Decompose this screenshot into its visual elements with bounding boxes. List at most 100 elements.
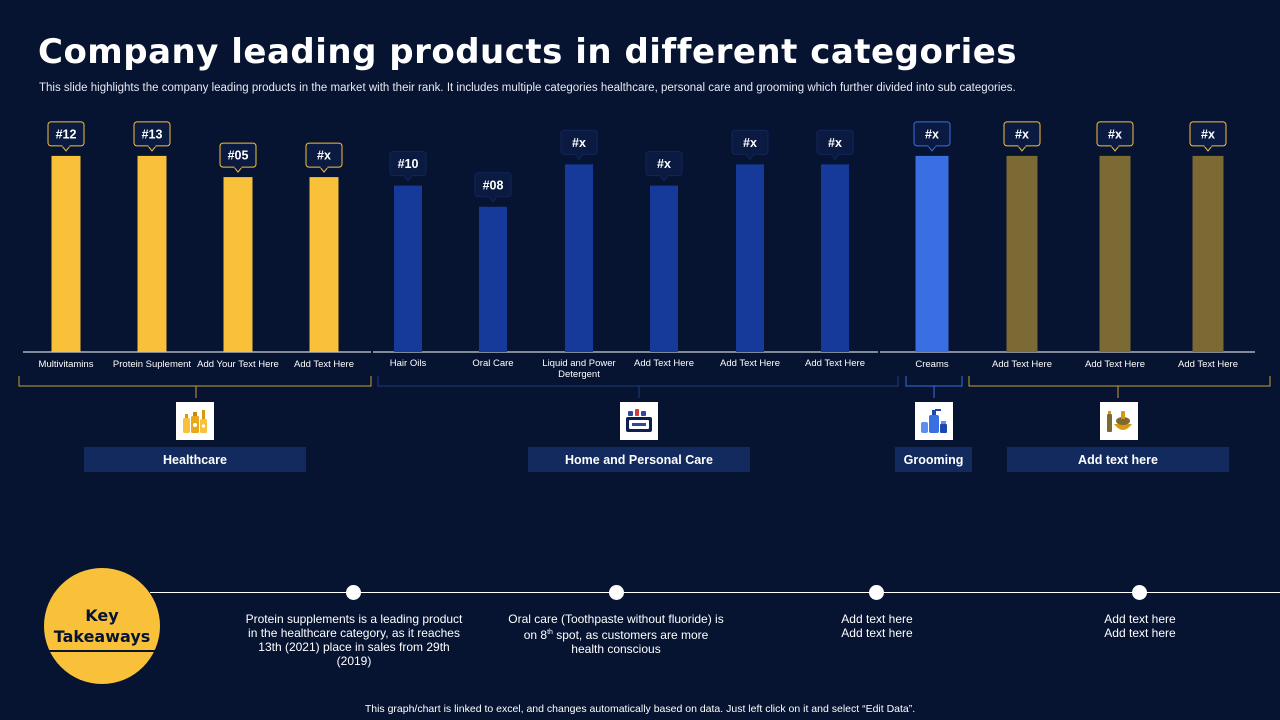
data-label-pointer xyxy=(745,154,755,161)
bar[interactable] xyxy=(51,155,81,352)
group-label-add-text: Add text here xyxy=(1007,447,1229,472)
group-label-grooming: Grooming xyxy=(895,447,972,472)
takeaway-text-2: Oral care (Toothpaste without fluoride) … xyxy=(506,612,726,656)
x-tick-label: Add Text Here xyxy=(805,358,865,369)
data-label: #13 xyxy=(142,127,163,141)
takeaway-text-1: Protein supplements is a leading product… xyxy=(245,612,463,668)
data-label-pointer-mask xyxy=(62,144,70,147)
x-tick-label: Add Text Here xyxy=(1085,359,1145,370)
data-label-pointer xyxy=(830,154,840,161)
data-label: #x xyxy=(1201,127,1215,141)
data-label: #12 xyxy=(56,127,77,141)
data-label-pointer-mask xyxy=(404,174,412,177)
key-takeaways-line2: Takeaways xyxy=(53,627,151,646)
bar[interactable] xyxy=(394,185,422,352)
data-label: #x xyxy=(743,136,757,150)
data-label: #x xyxy=(925,127,939,141)
data-label-pointer-mask xyxy=(746,153,754,156)
page-subtitle: This slide highlights the company leadin… xyxy=(39,82,1016,94)
data-label-pointer-mask xyxy=(831,153,839,156)
data-label-pointer xyxy=(574,154,584,161)
key-takeaways-line1: Key xyxy=(85,606,119,625)
takeaways-timeline xyxy=(150,592,1280,593)
timeline-dot xyxy=(1132,585,1147,600)
data-label-pointer xyxy=(927,145,937,152)
bar[interactable] xyxy=(1006,155,1038,352)
x-tick-label: Oral Care xyxy=(472,358,513,369)
x-tick-label: Add Your Text Here xyxy=(197,359,279,370)
data-label-pointer-mask xyxy=(660,174,668,177)
data-label: #x xyxy=(1108,127,1122,141)
timeline-dot xyxy=(346,585,361,600)
data-label-pointer xyxy=(1110,145,1120,152)
group-bracket xyxy=(905,376,963,387)
data-label-pointer xyxy=(659,175,669,182)
group-bracket xyxy=(968,376,1271,387)
data-label-pointer-mask xyxy=(1018,144,1026,147)
data-label: #x xyxy=(572,136,586,150)
x-tick-label: Add Text Here xyxy=(294,359,354,370)
x-tick-label: Add Text Here xyxy=(1178,359,1238,370)
data-label: #x xyxy=(317,149,331,163)
bar[interactable] xyxy=(1099,155,1131,352)
takeaway-text-2-sup: th xyxy=(547,629,553,636)
bar[interactable] xyxy=(650,185,678,352)
takeaway-text-3: Add text here Add text here xyxy=(767,612,987,640)
bar[interactable] xyxy=(137,155,167,352)
timeline-dot xyxy=(869,585,884,600)
bar[interactable] xyxy=(223,177,253,352)
group-label-home-personal-care: Home and Personal Care xyxy=(528,447,750,472)
takeaway-text-2-before: Oral care (Toothpaste without fluoride) … xyxy=(508,612,724,642)
x-tick-label: Hair Oils xyxy=(390,358,427,369)
cosmetics-icon xyxy=(915,402,953,440)
data-label-pointer xyxy=(233,166,243,173)
data-label: #10 xyxy=(398,157,419,171)
timeline-dot xyxy=(609,585,624,600)
bar[interactable] xyxy=(565,164,593,352)
data-label-pointer-mask xyxy=(928,144,936,147)
data-label-pointer xyxy=(1017,145,1027,152)
data-label-pointer-mask xyxy=(148,144,156,147)
takeaway-text-3-line1: Add text here xyxy=(841,612,913,626)
data-label-pointer-mask xyxy=(575,153,583,156)
data-label-pointer xyxy=(1203,145,1213,152)
bar[interactable] xyxy=(1192,155,1224,352)
x-tick-label: Creams xyxy=(915,359,949,370)
x-tick-label: Add Text Here xyxy=(720,358,780,369)
data-label-pointer xyxy=(488,196,498,203)
takeaway-text-4-line1: Add text here xyxy=(1104,612,1176,626)
data-label: #x xyxy=(1015,127,1029,141)
bar[interactable] xyxy=(736,164,764,352)
bar[interactable] xyxy=(821,164,849,352)
medicine-bottles-icon xyxy=(176,402,214,440)
bar[interactable] xyxy=(479,206,507,352)
key-takeaways-badge: Key Takeaways xyxy=(44,568,160,684)
footer-note: This graph/chart is linked to excel, and… xyxy=(364,703,916,715)
group-label-healthcare: Healthcare xyxy=(84,447,306,472)
data-label-pointer xyxy=(147,145,157,152)
takeaway-text-4-line2: Add text here xyxy=(1104,626,1176,640)
data-label-pointer-mask xyxy=(320,166,328,169)
bar[interactable] xyxy=(309,177,339,352)
takeaway-text-2-after: spot, as customers are more health consc… xyxy=(552,628,709,656)
group-bracket xyxy=(377,376,899,387)
x-tick-label: Protein Suplement xyxy=(113,359,192,370)
data-label: #08 xyxy=(483,178,504,192)
data-label-pointer xyxy=(403,175,413,182)
key-takeaways-underline xyxy=(48,650,156,652)
data-label-pointer-mask xyxy=(1111,144,1119,147)
x-tick-label: Add Text Here xyxy=(992,359,1052,370)
data-label: #05 xyxy=(228,149,249,163)
x-tick-label: Detergent xyxy=(558,369,600,380)
takeaway-text-4: Add text here Add text here xyxy=(1030,612,1250,640)
page-title: Company leading products in different ca… xyxy=(38,32,1018,72)
data-label-pointer-mask xyxy=(489,195,497,198)
data-label-pointer xyxy=(319,166,329,173)
data-label: #x xyxy=(828,136,842,150)
food-bowl-icon xyxy=(1100,402,1138,440)
data-label: #x xyxy=(657,157,671,171)
detergent-icon xyxy=(620,402,658,440)
bar[interactable] xyxy=(915,155,949,352)
x-tick-label: Multivitamins xyxy=(39,359,94,370)
